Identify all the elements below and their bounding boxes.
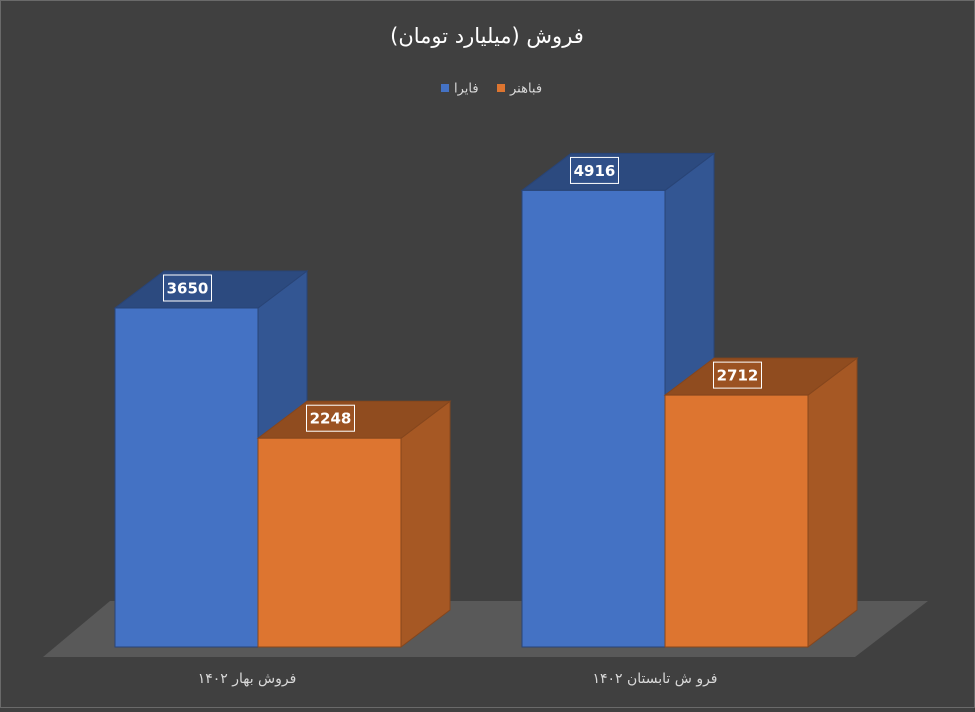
data-label-box [570,156,619,184]
data-label: 4916 [574,162,616,180]
legend-label: فباهنر [509,82,542,97]
bar-front [257,437,402,648]
bar [663,357,859,649]
data-label: 3650 [167,280,209,298]
data-label: 2712 [717,367,759,385]
x-tick-label: فروش بهار ۱۴۰۲ [198,671,297,687]
data-label-box [306,404,355,432]
bar [256,400,452,649]
legend-swatch [497,84,505,92]
chart-title: فروش (میلیارد تومان) [390,24,584,48]
bar-side [807,357,858,649]
x-tick-label: فرو ش تابستان ۱۴۰۲ [592,671,717,687]
bar-front [114,307,259,648]
bar-front [664,394,809,648]
data-label-box [163,274,212,302]
data-label-box [713,361,762,389]
legend-label: فایرا [454,82,479,97]
data-label: 2248 [310,410,352,428]
bar-front [521,189,666,648]
legend-swatch [441,84,449,92]
bar-side [400,400,451,649]
